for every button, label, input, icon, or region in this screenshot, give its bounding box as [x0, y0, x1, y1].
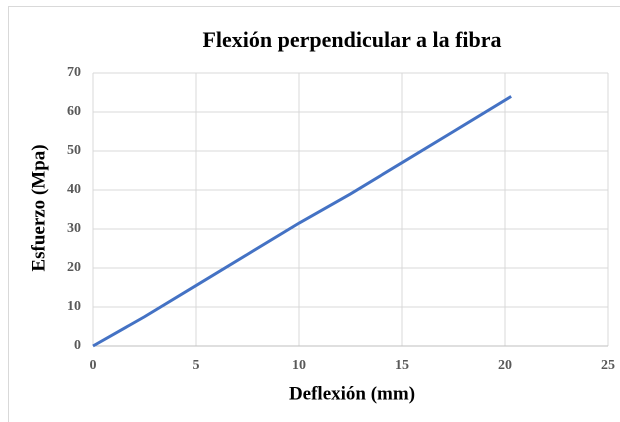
x-tick-label: 25 — [601, 358, 615, 373]
x-tick-label: 20 — [498, 358, 512, 373]
y-tick-label: 0 — [74, 338, 81, 353]
x-tick-label: 10 — [292, 358, 306, 373]
x-tick-label: 5 — [193, 358, 200, 373]
y-tick-label: 20 — [67, 260, 81, 275]
y-tick-label: 70 — [67, 65, 81, 80]
y-tick-label: 50 — [67, 143, 81, 158]
y-tick-label: 40 — [67, 182, 81, 197]
y-axis-label: Esfuerzo (Mpa) — [28, 144, 49, 271]
y-tick-label: 10 — [67, 299, 81, 314]
x-tick-label: 0 — [90, 358, 97, 373]
chart-title: Flexión perpendicular a la fibra — [202, 27, 501, 52]
y-tick-label: 30 — [67, 221, 81, 236]
chart-frame — [8, 6, 620, 422]
data-line — [92, 95, 512, 348]
x-axis-label: Deflexión (mm) — [289, 383, 415, 404]
y-tick-label: 60 — [67, 104, 81, 119]
x-tick-label: 15 — [395, 358, 409, 373]
